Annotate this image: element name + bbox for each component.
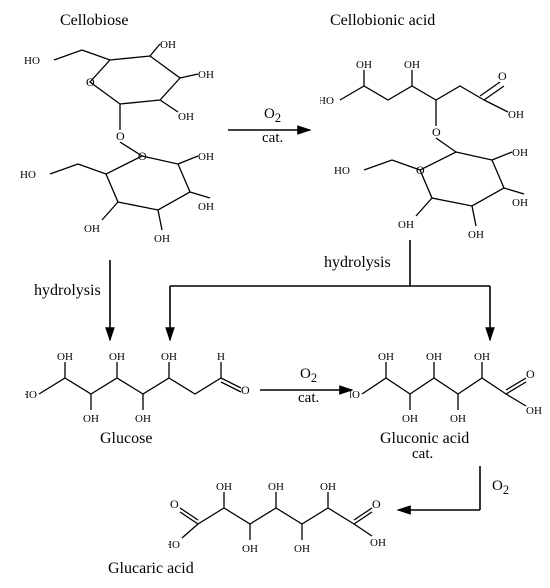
svg-text:O: O <box>138 149 147 163</box>
svg-text:OH: OH <box>216 481 232 493</box>
reagent-o2-top: O2 <box>264 106 281 126</box>
structure-glucose: O H HO OH OH OH OH OH <box>25 348 250 428</box>
reagent-o2-mid: O2 <box>300 366 317 386</box>
svg-text:OH: OH <box>198 151 214 163</box>
svg-text:OH: OH <box>57 351 73 363</box>
label-glucaric-acid: Glucaric acid <box>108 560 194 578</box>
svg-text:OH: OH <box>450 413 466 425</box>
svg-text:OH: OH <box>370 537 386 549</box>
label-hydrolysis-left: hydrolysis <box>34 282 101 300</box>
svg-text:HO: HO <box>350 389 360 401</box>
svg-text:HO: HO <box>25 389 37 401</box>
svg-text:OH: OH <box>468 229 484 239</box>
structure-glucaric-acid: O HO O OH OH OH OH OH OH <box>168 478 390 560</box>
svg-text:OH: OH <box>526 405 542 417</box>
svg-text:HO: HO <box>320 95 334 107</box>
svg-text:HO: HO <box>24 55 40 67</box>
svg-text:OH: OH <box>404 59 420 71</box>
svg-text:OH: OH <box>109 351 125 363</box>
svg-text:O: O <box>86 75 95 89</box>
svg-text:OH: OH <box>178 111 194 123</box>
reagent-cat-mid: cat. <box>298 390 319 407</box>
svg-text:OH: OH <box>154 233 170 245</box>
svg-text:O: O <box>116 129 125 143</box>
svg-text:OH: OH <box>198 69 214 81</box>
svg-text:HO: HO <box>334 165 350 177</box>
reagent-cat-top: cat. <box>262 130 283 147</box>
svg-text:O: O <box>526 367 535 381</box>
svg-text:OH: OH <box>508 109 524 121</box>
svg-text:H: H <box>217 351 225 363</box>
reagent-cat-right: cat. <box>412 446 433 463</box>
svg-text:HO: HO <box>168 539 180 551</box>
svg-text:HO: HO <box>20 169 36 181</box>
svg-text:OH: OH <box>512 197 528 209</box>
svg-text:OH: OH <box>135 413 151 425</box>
svg-text:OH: OH <box>356 59 372 71</box>
svg-text:O: O <box>498 69 507 83</box>
svg-text:OH: OH <box>160 39 176 51</box>
svg-text:OH: OH <box>268 481 284 493</box>
svg-text:O: O <box>416 163 425 177</box>
svg-text:OH: OH <box>294 543 310 555</box>
svg-text:O: O <box>170 497 179 511</box>
label-hydrolysis-right: hydrolysis <box>324 254 391 272</box>
structure-gluconic-acid: O OH HO OH OH OH OH OH <box>350 348 545 428</box>
svg-text:O: O <box>372 497 381 511</box>
label-cellobionic-acid: Cellobionic acid <box>330 12 435 30</box>
label-cellobiose: Cellobiose <box>60 12 128 30</box>
label-glucose: Glucose <box>100 430 152 448</box>
svg-text:O: O <box>241 383 250 397</box>
structure-cellobiose: O OH OH OH HO O O OH OH OH OH HO <box>20 38 220 248</box>
svg-text:OH: OH <box>474 351 490 363</box>
svg-text:OH: OH <box>378 351 394 363</box>
svg-text:OH: OH <box>242 543 258 555</box>
svg-text:OH: OH <box>198 201 214 213</box>
svg-text:OH: OH <box>402 413 418 425</box>
svg-text:OH: OH <box>161 351 177 363</box>
svg-text:OH: OH <box>84 223 100 235</box>
svg-text:OH: OH <box>426 351 442 363</box>
svg-text:OH: OH <box>398 219 414 231</box>
reagent-o2-right: O2 <box>492 478 509 498</box>
structure-cellobionic-acid: O OH HO OH OH O O OH OH OH OH HO <box>320 34 535 239</box>
svg-text:OH: OH <box>512 147 528 159</box>
svg-text:OH: OH <box>320 481 336 493</box>
svg-text:OH: OH <box>83 413 99 425</box>
reaction-scheme: { "canvas": { "width": 550, "height": 58… <box>0 0 550 588</box>
svg-text:O: O <box>432 125 441 139</box>
